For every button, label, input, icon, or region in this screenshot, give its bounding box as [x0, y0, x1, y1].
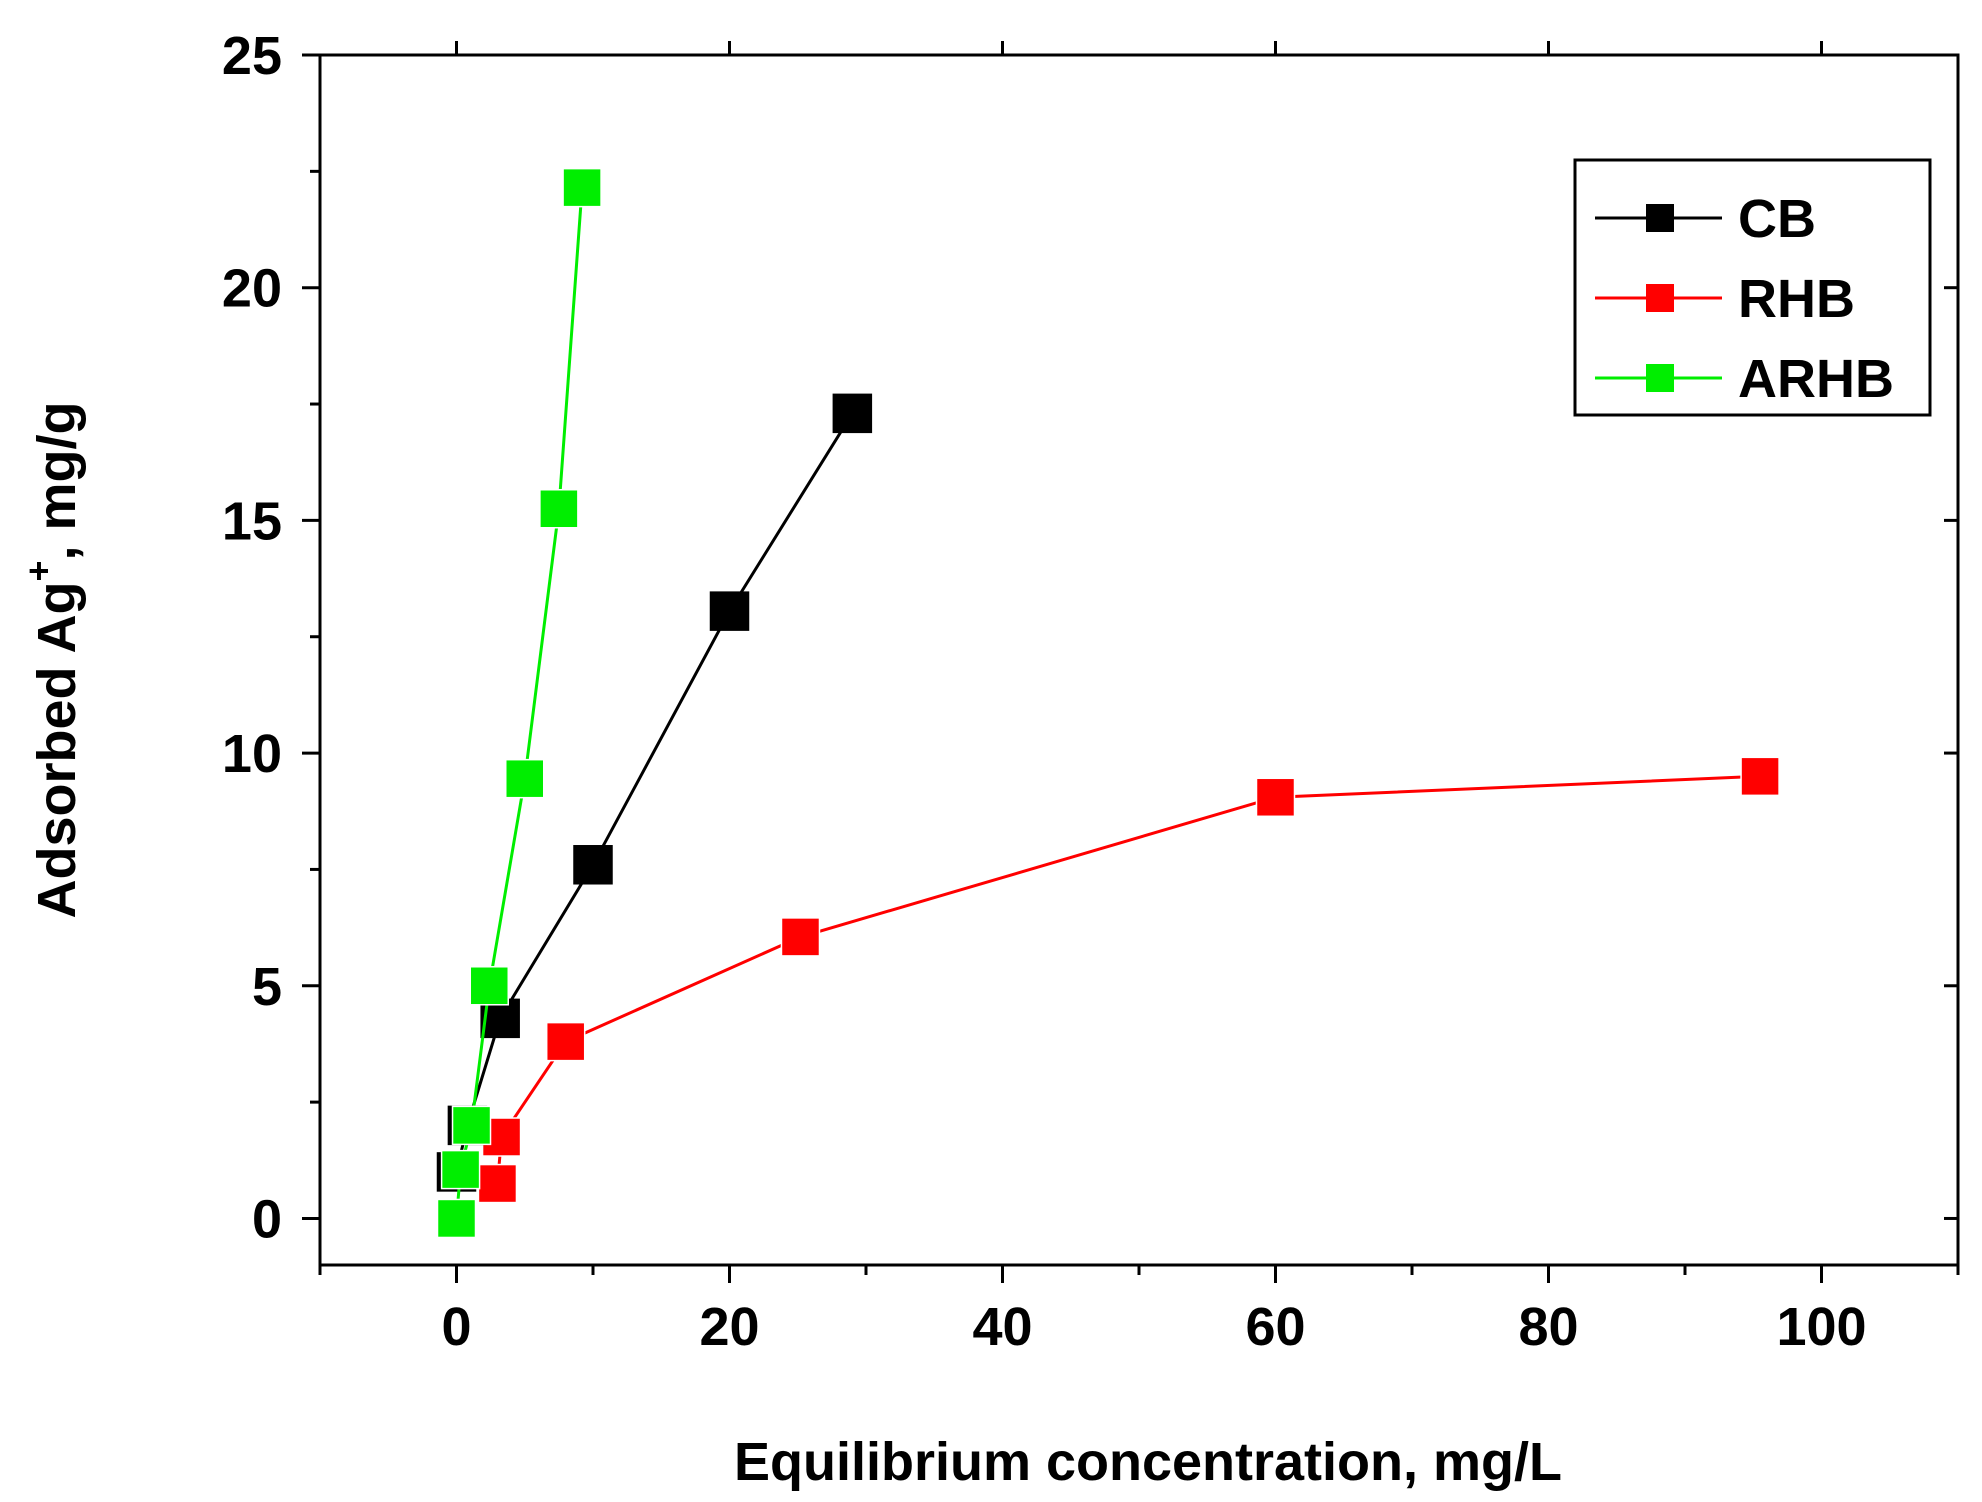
data-point-rhb: [780, 917, 821, 957]
data-point-arhb: [469, 966, 510, 1006]
series-cb: [436, 393, 873, 1192]
data-point-cb: [709, 591, 750, 631]
data-point-cb: [832, 393, 873, 434]
y-tick-label: 0: [252, 1189, 282, 1249]
series-line-arhb: [455, 187, 584, 1219]
x-tick-label: 0: [441, 1297, 471, 1357]
data-point-rhb: [545, 1021, 586, 1062]
x-tick-label: 100: [1776, 1297, 1866, 1357]
x-axis-ticks: 0 20 40 60 80 100: [318, 41, 1960, 1357]
x-axis-title: Equilibrium concentration, mg/L: [734, 1432, 1562, 1492]
x-tick-label: 40: [972, 1297, 1032, 1357]
x-tick-label: 80: [1518, 1297, 1578, 1357]
data-point-rhb: [1740, 756, 1780, 797]
data-point-cb: [573, 845, 613, 885]
legend-item-rhb: RHB: [1595, 269, 1855, 329]
legend-label: RHB: [1738, 269, 1855, 329]
legend-marker: [1646, 204, 1674, 232]
data-point-arhb: [451, 1105, 492, 1146]
series-layer: [436, 167, 1780, 1239]
legend-marker: [1646, 284, 1674, 312]
legend: CB RHB ARHB: [1573, 158, 1932, 417]
legend-label: CB: [1738, 189, 1816, 249]
y-tick-label: 25: [222, 26, 282, 86]
x-tick-label: 60: [1245, 1297, 1305, 1357]
x-tick-label: 20: [699, 1297, 759, 1357]
y-axis-ticks: 0 5 10 15 20 25: [222, 26, 1958, 1249]
series-rhb: [477, 756, 1780, 1204]
y-tick-label: 20: [222, 259, 282, 319]
legend-item-cb: CB: [1595, 189, 1816, 249]
data-point-arhb: [505, 758, 545, 799]
y-axis-title-suffix: , mg/g: [27, 401, 87, 560]
y-tick-label: 10: [222, 724, 282, 784]
series-arhb: [436, 167, 602, 1239]
y-tick-label: 5: [252, 957, 282, 1017]
data-point-rhb: [1255, 777, 1296, 818]
y-axis-title-prefix: Adsorbed Ag: [27, 582, 87, 919]
data-point-arhb: [539, 489, 579, 529]
data-point-arhb: [436, 1198, 477, 1239]
legend-item-arhb: ARHB: [1595, 349, 1894, 409]
legend-box: [1573, 158, 1932, 417]
legend-label: ARHB: [1738, 349, 1894, 409]
data-point-rhb: [477, 1163, 518, 1204]
data-point-arhb: [440, 1149, 481, 1190]
legend-marker: [1646, 364, 1674, 392]
y-tick-label: 15: [222, 491, 282, 551]
series-line-rhb: [496, 774, 1761, 1184]
y-axis-title-superscript: +: [18, 560, 59, 581]
data-point-arhb: [562, 167, 602, 208]
y-axis-title: Adsorbed Ag+, mg/g: [18, 401, 87, 918]
